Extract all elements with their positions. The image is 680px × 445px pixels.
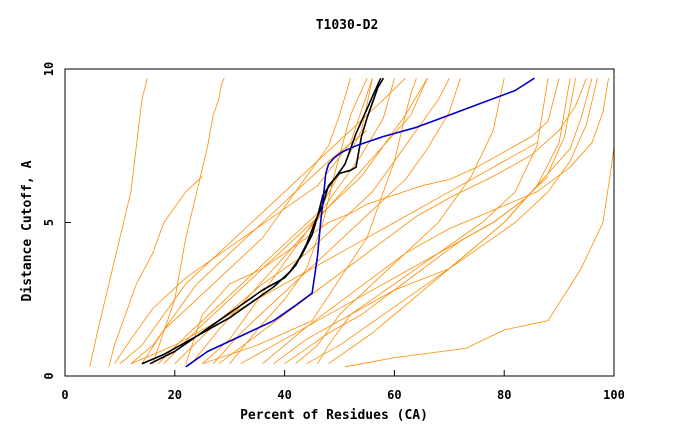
model-series-line	[114, 78, 373, 364]
highlight-series-line	[141, 77, 382, 365]
model-series-line	[152, 78, 225, 364]
x-tick-label: 0	[61, 388, 68, 402]
model-series-line	[306, 78, 598, 365]
x-tick-label: 20	[168, 388, 182, 402]
model-series-line	[218, 78, 587, 365]
model-series-line	[158, 78, 373, 364]
model-series-line	[185, 78, 560, 364]
model-series-line	[174, 78, 450, 364]
y-tick-label: 0	[42, 372, 56, 379]
model-series-line	[108, 176, 203, 367]
model-series-line	[240, 78, 593, 365]
model-series-line	[328, 78, 571, 365]
x-tick-label: 80	[497, 388, 511, 402]
x-axis: 0 20 40 60 80 100	[61, 370, 625, 402]
model-series-line	[344, 145, 615, 368]
model-series-line	[130, 130, 368, 365]
model-series-line	[163, 77, 428, 364]
model-series-line	[212, 78, 461, 364]
x-tick-label: 60	[387, 388, 401, 402]
y-axis-label: Distance Cutoff, A	[20, 160, 35, 301]
series-layer	[89, 77, 615, 368]
model-series-line	[141, 78, 351, 364]
y-tick-label: 5	[42, 219, 56, 226]
y-tick-label: 10	[42, 62, 56, 76]
model-series-line	[317, 176, 549, 364]
model-series-line	[295, 78, 505, 365]
y-axis: 0 5 10	[42, 62, 71, 380]
x-tick-label: 100	[603, 388, 625, 402]
x-tick-label: 40	[277, 388, 291, 402]
chart-title: T1030-D2	[316, 18, 379, 33]
model-series-line	[119, 77, 406, 365]
highlight-series-line	[185, 77, 535, 368]
model-series-line	[273, 78, 549, 365]
model-series-line	[89, 78, 148, 367]
model-series-line	[130, 142, 538, 365]
model-series-line	[284, 78, 576, 365]
x-axis-label: Percent of Residues (CA)	[240, 408, 428, 423]
